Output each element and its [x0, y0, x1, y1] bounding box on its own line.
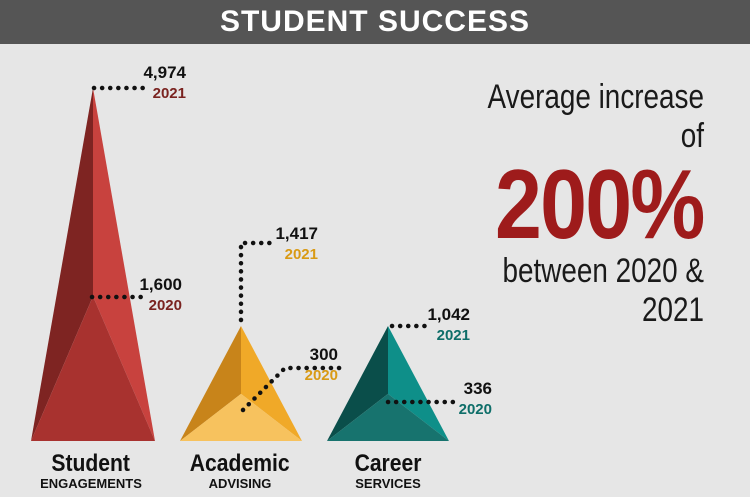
pyramid-student-left-face	[31, 88, 93, 441]
pyramid-career-front-face	[327, 393, 449, 441]
year-student-2020: 2020	[149, 297, 182, 314]
value-career-2020: 336	[464, 379, 492, 398]
year-career-2020: 2020	[459, 401, 492, 418]
value-career-2021: 1,042	[427, 305, 470, 324]
value-academic-2021: 1,417	[275, 224, 318, 243]
dots-academic-2021	[238, 240, 277, 323]
value-student-2021: 4,974	[143, 63, 186, 82]
headline-value: 200%	[495, 149, 705, 259]
category-career: Career SERVICES	[308, 451, 468, 491]
pyramid-student-right-face	[93, 88, 155, 441]
headline: Average increase of 200% between 2020 & …	[404, 78, 706, 330]
pyramid-career-left-face	[327, 326, 388, 441]
year-career-2021: 2021	[437, 327, 470, 344]
category-student-sub: ENGAGEMENTS	[40, 476, 142, 491]
year-academic-2021: 2021	[285, 246, 318, 263]
page-title: STUDENT SUCCESS	[219, 5, 531, 38]
pyramid-academic-left-face	[180, 326, 241, 441]
headline-line1: Average increase of	[487, 78, 704, 155]
title-bar: STUDENT SUCCESS	[0, 0, 750, 44]
dots-academic-2020	[240, 365, 345, 413]
pyramid-career-right-face	[388, 326, 449, 441]
category-academic-main: Academic	[190, 450, 290, 477]
category-career-sub: SERVICES	[355, 476, 421, 491]
headline-line3: between 2020 & 2021	[502, 252, 704, 329]
pyramid-student-front-face	[31, 296, 155, 441]
category-academic-sub: ADVISING	[208, 476, 272, 491]
category-career-main: Career	[354, 450, 422, 477]
pyramid-academic-front-face	[180, 393, 302, 441]
category-student: Student ENGAGEMENTS	[11, 451, 171, 491]
year-student-2021: 2021	[153, 85, 186, 102]
category-student-main: Student	[51, 450, 131, 477]
value-academic-2020: 300	[310, 345, 338, 364]
year-academic-2020: 2020	[305, 367, 338, 384]
category-academic: Academic ADVISING	[160, 451, 320, 491]
value-student-2020: 1,600	[139, 275, 182, 294]
